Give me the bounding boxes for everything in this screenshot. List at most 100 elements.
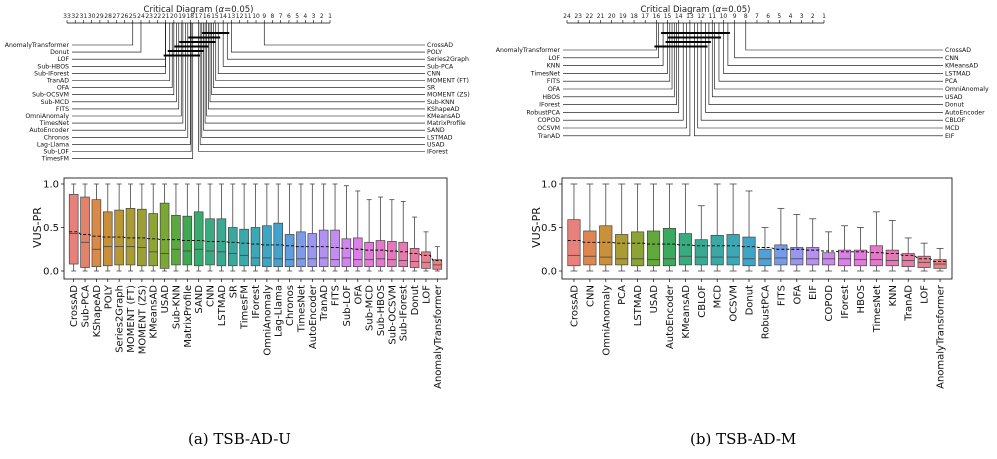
diagram-tick-label: 16: [203, 13, 211, 20]
diagram-label-right: LSTMAD: [945, 70, 971, 77]
diagram-label-left: AnomalyTransformer: [496, 47, 561, 54]
diagram-label-right: KMeansAD: [427, 113, 460, 120]
box-iqr: [869, 245, 883, 267]
box-xtick-label: CrossAD: [569, 285, 580, 327]
box-xtick-label: OFA: [792, 285, 803, 305]
box-xtick-label: OFA: [353, 285, 364, 305]
box-xtick-label: IForest: [840, 285, 851, 319]
diagram-leader-right: [199, 23, 425, 145]
diagram-label-left: Sub-MCD: [41, 99, 70, 106]
diagram-leader-left: [563, 23, 659, 59]
box-xtick-label: Sub-OCSVM: [387, 285, 398, 345]
diagram-label-right: MOMENT (FT): [427, 78, 469, 85]
box-ytick-label: 1.0: [541, 180, 557, 191]
diagram-tick-label: 30: [88, 13, 96, 20]
box-iqr: [837, 249, 852, 267]
diagram-leader-right: [723, 23, 943, 74]
box-iqr: [599, 225, 613, 266]
box-xtick-label: KMeansAD: [149, 285, 160, 339]
diagram-label-right: MCD: [945, 125, 960, 132]
box-xtick-label: OmniAnomaly: [262, 285, 273, 356]
diagram-label-right: Donut: [945, 102, 964, 109]
caption-a: (a) TSB-AD-U: [188, 430, 291, 448]
diagram-leader-left: [72, 23, 186, 131]
diagram-label-left: OCSVM: [537, 125, 560, 132]
diagram-leader-right: [734, 23, 943, 59]
diagram-leader-right: [212, 23, 425, 88]
box-xtick-label: COPOD: [824, 285, 835, 322]
diagram-leader-left: [72, 23, 194, 159]
diagram-tick-label: 9: [262, 13, 266, 20]
diagram-leader-left: [563, 23, 664, 66]
box-iqr: [421, 251, 431, 269]
diagram-label-right: LSTMAD: [427, 134, 453, 141]
box-ytick-label: 1.0: [43, 180, 59, 191]
diagram-tick-label: 5: [295, 13, 299, 20]
diagram-title-a: Critical Diagram (α=0.05): [144, 5, 254, 15]
diagram-tick-label: 21: [597, 13, 605, 20]
box-xtick-label: TranAD: [319, 285, 330, 322]
box-iqr: [853, 249, 868, 267]
diagram-label-left: TranAD: [46, 78, 69, 85]
diagram-label-right: Sub-PCA: [427, 63, 454, 70]
diagram-label-right: OmniAnomaly: [945, 86, 989, 93]
box-xtick-label: HBOS: [856, 285, 867, 313]
diagram-tick-label: 7: [755, 13, 759, 20]
diagram-tick-label: 1: [328, 13, 332, 20]
box-xtick-label: Donut: [745, 285, 756, 315]
box-iqr: [806, 247, 820, 266]
diagram-tick-label: 16: [653, 13, 661, 20]
box-iqr: [387, 241, 397, 267]
diagram-label-left: FITS: [56, 106, 69, 113]
diagram-leader-left: [72, 23, 177, 103]
box-xtick-label: MOMENT (ZS): [137, 285, 148, 354]
box-xtick-label: LSTMAD: [217, 285, 228, 326]
box-iqr: [239, 228, 249, 267]
diagram-label-left: Chronos: [44, 134, 69, 141]
box-iqr: [318, 229, 329, 268]
box-iqr: [125, 208, 136, 266]
box-xtick-label: Sub-HBOS: [376, 285, 387, 336]
diagram-label-left: RobustPCA: [526, 109, 560, 116]
diagram-label-right: CrossAD: [427, 42, 453, 49]
diagram-label-right: AutoEncoder: [945, 109, 985, 116]
diagram-label-right: KShapeAD: [427, 106, 460, 113]
diagram-leader-left: [563, 23, 680, 113]
box-xtick-label: Donut: [410, 285, 421, 315]
diagram-leader-left: [72, 23, 134, 46]
diagram-label-right: KMeansAD: [945, 63, 978, 70]
box-xtick-label: MCD: [713, 285, 724, 309]
box-iqr: [364, 241, 374, 267]
box-iqr: [193, 211, 204, 267]
diagram-tick-label: 10: [252, 13, 260, 20]
diagram-label-right: Series2Graph: [427, 56, 469, 63]
box-iqr: [171, 214, 181, 266]
diagram-label-left: AnomalyTransformer: [5, 42, 70, 49]
diagram-tick-label: 31: [80, 13, 88, 20]
box-xtick-label: USAD: [160, 285, 171, 314]
diagram-leader-left: [72, 23, 171, 81]
box-xtick-label: CrossAD: [69, 285, 80, 327]
box-xtick-label: OmniAnomaly: [601, 285, 612, 356]
diagram-tick-label: 2: [320, 13, 324, 20]
diagram-leader-right: [215, 23, 425, 81]
diagram-label-left: TimesFM: [41, 156, 69, 163]
diagram-tick-label: 25: [129, 13, 137, 20]
diagram-leader-left: [563, 23, 677, 105]
diagram-leader-left: [72, 23, 189, 138]
box-xtick-label: OCSVM: [729, 285, 740, 322]
diagram-label-left: HBOS: [542, 94, 560, 101]
box-xtick-label: Series2Graph: [115, 285, 126, 353]
diagram-leader-right: [700, 23, 943, 121]
box-xtick-label: CNN: [206, 285, 217, 307]
box-iqr: [567, 219, 581, 267]
diagram-leader-right: [231, 23, 425, 53]
box-xtick-label: LOF: [920, 285, 931, 304]
diagram-tick-label: 15: [211, 13, 219, 20]
diagram-tick-label: 33: [63, 13, 71, 20]
diagram-label-left: AutoEncoder: [29, 127, 69, 134]
box-xtick-label: AnomalyTransformer: [433, 284, 444, 389]
box-iqr: [91, 199, 102, 268]
diagram-label-right: CBLOF: [945, 117, 966, 124]
box-iqr: [774, 244, 788, 266]
